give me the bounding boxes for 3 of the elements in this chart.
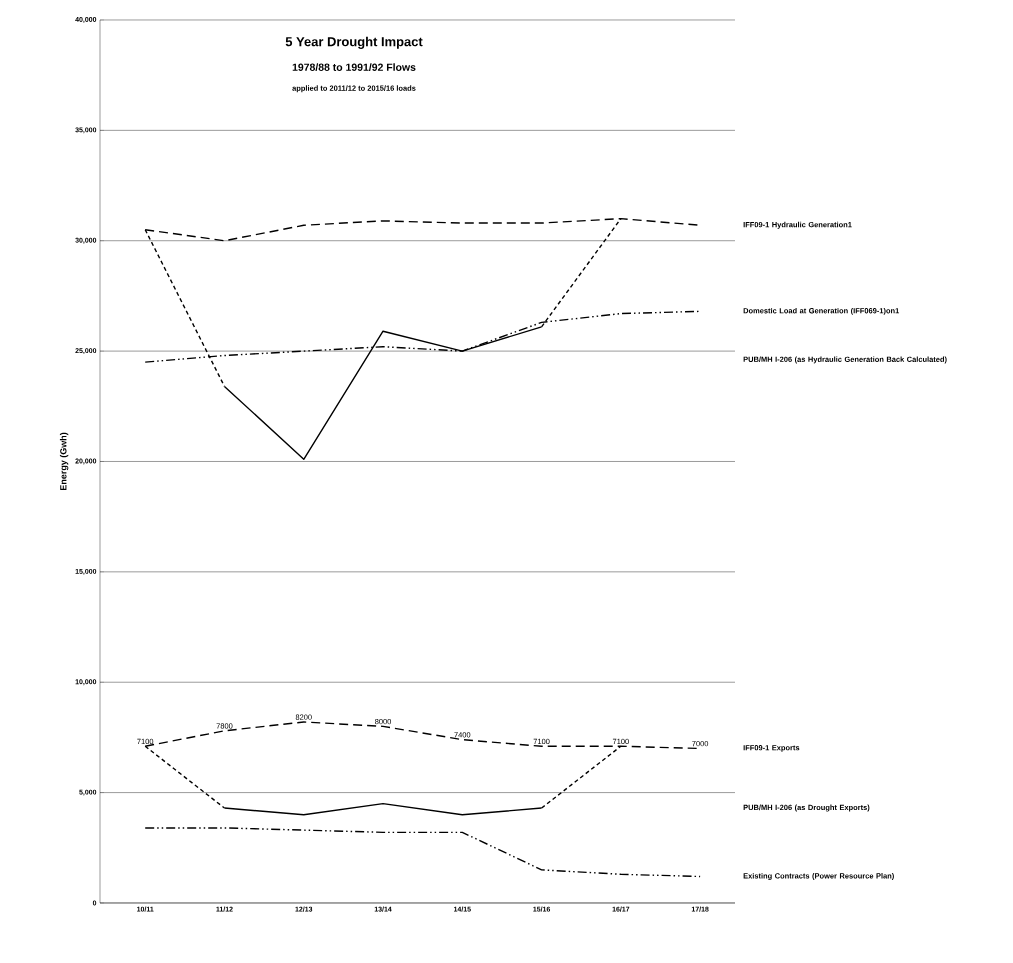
text: 1978/88 to 1991/92 Flows [292,63,416,72]
y-axis-title: Energy (Gwh) [59,432,69,491]
text: 5 Year Drought Impact [285,36,423,49]
